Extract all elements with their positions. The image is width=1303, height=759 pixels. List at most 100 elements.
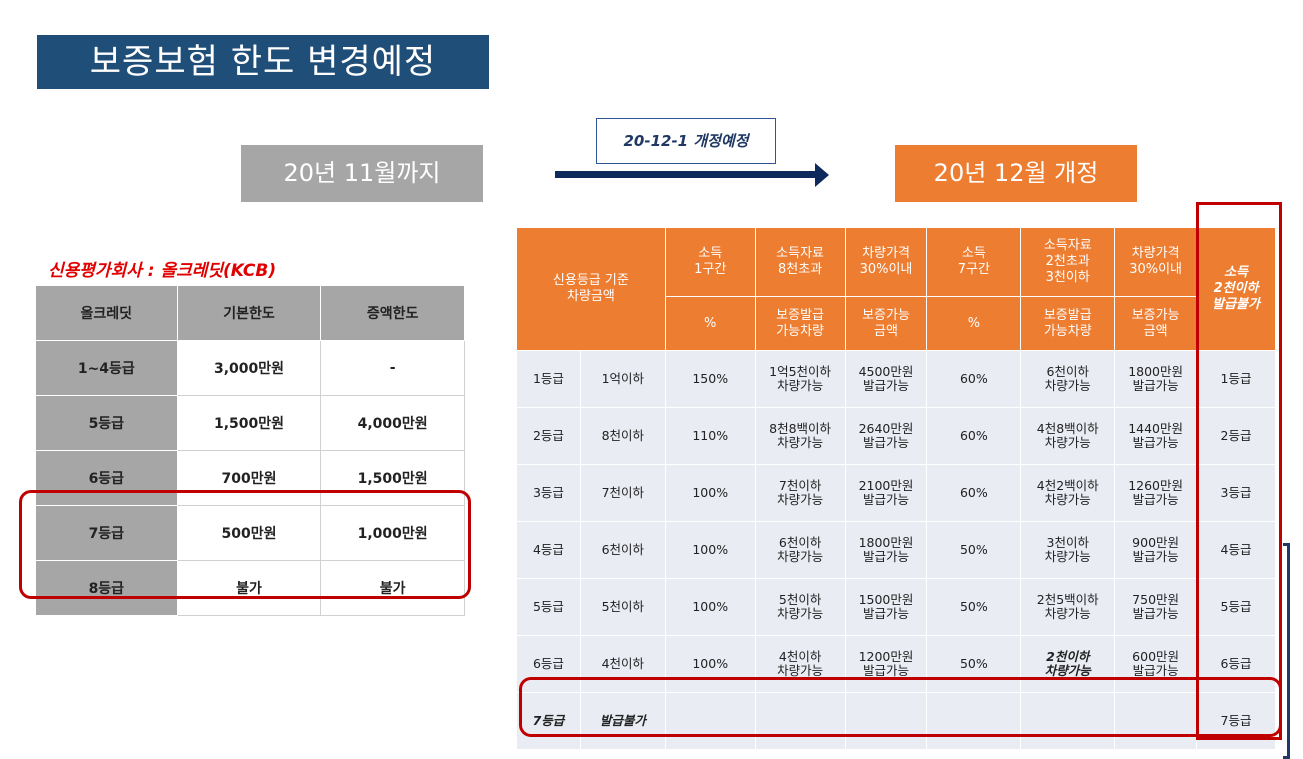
amount-cell: 1440만원 발급가능 xyxy=(1114,407,1198,465)
grade-cell: 7등급 xyxy=(1196,692,1276,750)
table-row: 8등급 불가 불가 xyxy=(35,560,465,616)
grade-cell: 3등급 xyxy=(516,464,581,522)
highlight-outline xyxy=(519,677,1282,737)
vehicle-amount-cell: 6천이하 xyxy=(579,521,666,579)
extra-limit-cell: 불가 xyxy=(320,560,465,616)
percent-cell: 50% xyxy=(926,578,1022,636)
table-row: 3등급 7천이하 100% 7천이하 차량가능 2100만원 발급가능 60% … xyxy=(516,464,1276,522)
credit-agency-label: 신용평가회사 : 올크레딧(KCB) xyxy=(48,261,277,281)
table-header-row: % 보증발급 가능차량 보증가능 금액 % 보증발급 가능차량 보증가능 금액 xyxy=(517,296,1276,351)
empty-cell xyxy=(664,692,756,750)
base-limit-cell: 1,500만원 xyxy=(176,395,322,451)
grade-cell: 5등급 xyxy=(516,578,581,636)
grade-cell: 2등급 xyxy=(516,407,581,465)
header-cell: 소득자료 8천초과 xyxy=(754,227,846,297)
arrow-right-icon xyxy=(555,171,817,178)
table-row: 4등급 6천이하 100% 6천이하 차량가능 1800만원 발급가능 50% … xyxy=(516,521,1276,579)
grade-cell: 4등급 xyxy=(516,521,581,579)
amount-cell: 1500만원 발급가능 xyxy=(844,578,928,636)
base-limit-cell: 500만원 xyxy=(176,505,322,561)
header-cell: 보증발급 가능차량 xyxy=(754,296,846,351)
not-issuable-cell: 발급불가 xyxy=(579,692,666,750)
amount-cell: 1200만원 발급가능 xyxy=(844,635,928,693)
header-cell: 소득 1구간 xyxy=(664,227,756,297)
table-row: 7등급 발급불가 7등급 xyxy=(516,692,1276,750)
vehicle-cell: 4천2백이하 차량가능 xyxy=(1020,464,1116,522)
vehicle-cell-highlight: 2천이하 차량가능 xyxy=(1020,635,1116,693)
percent-cell: 110% xyxy=(664,407,756,465)
grade-cell: 1등급 xyxy=(516,350,581,408)
percent-cell: 60% xyxy=(926,407,1022,465)
vehicle-cell: 4천이하 차량가능 xyxy=(754,635,846,693)
header-cell: 차량가격 30%이내 xyxy=(1114,227,1198,297)
table-row: 1~4등급 3,000만원 - xyxy=(35,340,465,396)
header-cell: 차량가격 30%이내 xyxy=(844,227,928,297)
after-period-label: 20년 12월 개정 xyxy=(895,145,1137,202)
header-cell: 기본한도 xyxy=(176,285,322,341)
change-note-box: 20-12-1 개정예정 xyxy=(596,118,776,164)
amount-cell: 2640만원 발급가능 xyxy=(844,407,928,465)
table-row: 7등급 500만원 1,000만원 xyxy=(35,505,465,561)
vehicle-amount-cell: 4천이하 xyxy=(579,635,666,693)
vehicle-cell: 6천이하 차량가능 xyxy=(754,521,846,579)
empty-cell xyxy=(754,692,846,750)
amount-cell: 1800만원 발급가능 xyxy=(1114,350,1198,408)
header-cell: 신용등급 기준 차량금액 xyxy=(516,227,666,351)
amount-cell: 4500만원 발급가능 xyxy=(844,350,928,408)
amount-cell: 1260만원 발급가능 xyxy=(1114,464,1198,522)
amount-cell: 1800만원 발급가능 xyxy=(844,521,928,579)
vehicle-amount-cell: 8천이하 xyxy=(579,407,666,465)
header-cell: 소득자료 2천초과 3천이하 xyxy=(1020,227,1116,297)
grade-cell: 4등급 xyxy=(1196,521,1276,579)
empty-cell xyxy=(1020,692,1116,750)
base-limit-cell: 700만원 xyxy=(176,450,322,506)
vehicle-amount-cell: 7천이하 xyxy=(579,464,666,522)
grade-cell: 2등급 xyxy=(1196,407,1276,465)
header-cell: 소득 2천이하 발급불가 xyxy=(1196,227,1276,351)
vehicle-cell: 1억5천이하 차량가능 xyxy=(754,350,846,408)
before-period-label: 20년 11월까지 xyxy=(241,145,483,202)
vehicle-cell: 2천5백이하 차량가능 xyxy=(1020,578,1116,636)
empty-cell xyxy=(844,692,928,750)
vehicle-cell: 7천이하 차량가능 xyxy=(754,464,846,522)
vehicle-amount-cell: 1억이하 xyxy=(579,350,666,408)
grade-cell: 5등급 xyxy=(35,395,178,451)
percent-cell: 150% xyxy=(664,350,756,408)
percent-cell: 100% xyxy=(664,635,756,693)
highlight-outline xyxy=(1196,202,1282,740)
grade-cell: 1~4등급 xyxy=(35,340,178,396)
old-limit-table: 올크레딧 기본한도 증액한도 1~4등급 3,000만원 - 5등급 1,500… xyxy=(35,285,465,616)
percent-cell: 60% xyxy=(926,464,1022,522)
vehicle-cell: 3천이하 차량가능 xyxy=(1020,521,1116,579)
table-row: 5등급 5천이하 100% 5천이하 차량가능 1500만원 발급가능 50% … xyxy=(516,578,1276,636)
amount-cell: 750만원 발급가능 xyxy=(1114,578,1198,636)
percent-cell: 100% xyxy=(664,464,756,522)
table-row: 2등급 8천이하 110% 8천8백이하 차량가능 2640만원 발급가능 60… xyxy=(516,407,1276,465)
grade-cell: 5등급 xyxy=(1196,578,1276,636)
new-limit-table: 신용등급 기준 차량금액 소득 1구간 소득자료 8천초과 차량가격 30%이내… xyxy=(516,227,1276,750)
grade-cell: 1등급 xyxy=(1196,350,1276,408)
percent-cell: 50% xyxy=(926,635,1022,693)
table-row: 6등급 4천이하 100% 4천이하 차량가능 1200만원 발급가능 50% … xyxy=(516,635,1276,693)
empty-cell xyxy=(1114,692,1198,750)
header-cell: 보증가능 금액 xyxy=(1114,296,1198,351)
header-cell: 보증발급 가능차량 xyxy=(1020,296,1116,351)
percent-cell: 50% xyxy=(926,521,1022,579)
vehicle-cell: 8천8백이하 차량가능 xyxy=(754,407,846,465)
grade-cell: 7등급 xyxy=(516,692,581,750)
vehicle-cell: 4천8백이하 차량가능 xyxy=(1020,407,1116,465)
grade-cell: 8등급 xyxy=(35,560,178,616)
header-cell: % xyxy=(926,296,1022,351)
table-header-row: 올크레딧 기본한도 증액한도 xyxy=(35,285,465,341)
side-bracket xyxy=(1283,543,1290,759)
header-cell: 올크레딧 xyxy=(35,285,178,341)
base-limit-cell: 3,000만원 xyxy=(176,340,322,396)
grade-cell: 3등급 xyxy=(1196,464,1276,522)
amount-cell: 900만원 발급가능 xyxy=(1114,521,1198,579)
header-cell: 증액한도 xyxy=(320,285,465,341)
amount-cell: 2100만원 발급가능 xyxy=(844,464,928,522)
percent-cell: 60% xyxy=(926,350,1022,408)
header-cell: 소득 7구간 xyxy=(926,227,1022,297)
arrow-head-icon xyxy=(815,163,829,187)
grade-cell: 6등급 xyxy=(35,450,178,506)
